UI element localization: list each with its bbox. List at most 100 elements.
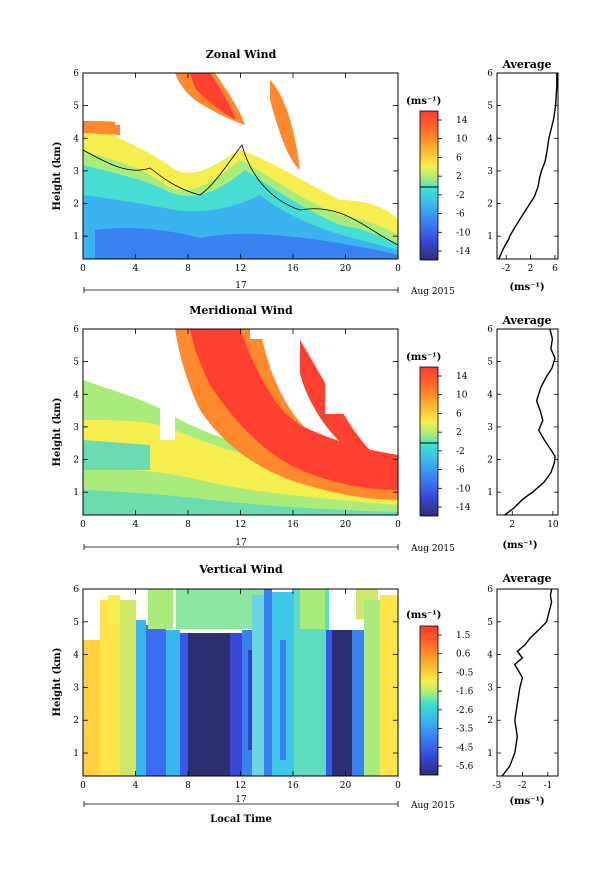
vertical-colorbar-tick-label: 1.5	[456, 631, 471, 641]
meridional-xtick-label: 16	[287, 520, 299, 530]
meridional-profile-ytick-label: 6	[487, 325, 493, 335]
vertical-colorbar-tick-label: -3.5	[456, 725, 474, 735]
zonal-xtick-label: 16	[287, 264, 299, 274]
meridional-ytick-label: 5	[73, 358, 79, 368]
zonal-profile-ytick-label: 1	[487, 232, 493, 242]
zonal-colorbar-ticks: 14 10 6 2 -2 -6 -10 -14	[438, 116, 471, 257]
vertical-colorbar-tick-label: -2.6	[456, 706, 474, 716]
zonal-ytick-label: 3	[73, 167, 79, 177]
meridional-ytick-label: 2	[73, 456, 79, 466]
zonal-xtick-label: 12	[235, 264, 246, 274]
zonal-ytick-label: 1	[73, 232, 79, 242]
vertical-profile-plot: 1 2 3 4 5 6 -3 -2 -1	[487, 585, 558, 791]
zonal-ytick-label: 6	[73, 69, 79, 79]
zonal-xtick-label: 20	[340, 264, 352, 274]
meridional-colorbar-tick-label: 2	[456, 428, 462, 438]
meridional-profile-xlabel: (ms⁻¹)	[502, 540, 537, 551]
meridional-colorbar-tick-label: 14	[456, 372, 468, 382]
zonal-profile-title: Average	[501, 58, 551, 71]
zonal-colorbar-tick-label: 10	[456, 135, 468, 145]
zonal-xtick-label: 0	[80, 264, 86, 274]
zonal-colorbar-tick-label: -6	[456, 210, 465, 220]
vertical-colorbar-tick-label: -0.5	[456, 668, 474, 678]
zonal-profile-line	[498, 73, 558, 260]
zonal-xtick-label: 0	[395, 264, 401, 274]
meridional-profile-ytick-label: 4	[487, 390, 493, 400]
meridional-xtick-label: 4	[133, 520, 139, 530]
zonal-ytick-label: 5	[73, 102, 79, 112]
vertical-ytick-label: 2	[73, 716, 79, 726]
vertical-xtick-label: 12	[235, 781, 246, 791]
meridional-colorbar-tick-label: 10	[456, 391, 468, 401]
meridional-profile-title: Average	[501, 314, 551, 327]
meridional-colorbar-tick-label: -10	[456, 484, 471, 494]
meridional-profile-ytick-label: 3	[487, 423, 493, 433]
zonal-profile-ytick-label: 5	[487, 102, 493, 112]
meridional-ytick-label: 3	[73, 423, 79, 433]
zonal-colorbar-tick-label: 2	[456, 172, 462, 182]
zonal-colorbar-tick-label: -10	[456, 228, 471, 238]
meridional-profile-xtick-label: 10	[547, 520, 559, 530]
meridional-colorbar-tick-label: -2	[456, 447, 465, 457]
meridional-profile: Average 1 2 3 4 5 6 2 10 (ms⁻¹)	[487, 314, 559, 551]
meridional-colorbar-tick-label: -6	[456, 466, 465, 476]
zonal-xtick-label: 8	[185, 264, 191, 274]
vertical-profile-xlabel: (ms⁻¹)	[509, 796, 544, 807]
zonal-colorbar-tick-label: -14	[456, 247, 471, 257]
zonal-dayline: 17 Aug 2015	[83, 281, 455, 297]
zonal-ylabel: Height (km)	[52, 142, 63, 211]
meridional-heatmap	[82, 328, 399, 516]
zonal-profile-ytick-label: 4	[487, 134, 493, 144]
vertical-ytick-label: 4	[73, 651, 79, 661]
vertical-profile-xtick-label: -2	[518, 781, 527, 791]
meridional-ylabel: Height (km)	[52, 398, 63, 467]
meridional-xtick-label: 0	[80, 520, 86, 530]
vertical-heatmap	[82, 588, 399, 777]
meridional-xtick-label: 0	[395, 520, 401, 530]
meridional-profile-line	[504, 328, 556, 516]
vertical-profile-ytick-label: 5	[487, 618, 493, 628]
vertical-profile-ytick-label: 4	[487, 651, 493, 661]
meridional-xtick-label: 12	[235, 520, 246, 530]
zonal-profile-ytick-label: 3	[487, 167, 493, 177]
zonal-colorbar-tick-label: 6	[456, 153, 462, 163]
meridional-colorbar-tick-label: -14	[456, 503, 471, 513]
vertical-colorbar-tick-label: -5.6	[456, 762, 474, 772]
vertical-xtick-label: 20	[340, 781, 352, 791]
meridional-ytick-label: 6	[73, 325, 79, 335]
zonal-colorbar: (ms⁻¹) 14 10 6 2 -2 -6 -10 -14	[406, 96, 471, 261]
vertical-profile-title: Average	[501, 572, 551, 585]
meridional-colorbar: (ms⁻¹) 14 10 6 2 -2 -6 -10 -14	[406, 352, 471, 517]
vertical-colorbar-tick-label: -4.5	[456, 743, 474, 753]
vertical-ylabel: Height (km)	[52, 648, 63, 717]
meridional-colorbar-ticks: 14 10 6 2 -2 -6 -10 -14	[438, 372, 471, 513]
zonal-ytick-label: 4	[73, 134, 79, 144]
zonal-profile-xtick-label: 2	[528, 264, 534, 274]
vertical-colorbar: (ms⁻¹) 1.5 0.6 -0.5 -1.6 -2.6 -3.5 -4.5 -5.6	[406, 610, 474, 776]
meridional-ytick-label: 1	[73, 488, 79, 498]
vertical-xtick-label: 4	[133, 781, 139, 791]
meridional-date-label: Aug 2015	[410, 544, 455, 554]
meridional-profile-ytick-label: 2	[487, 456, 493, 466]
vertical-ytick-label: 1	[73, 749, 79, 759]
meridional-xtick-label: 8	[185, 520, 191, 530]
vertical-profile-ytick-label: 3	[487, 683, 493, 693]
vertical-profile-ytick-label: 6	[487, 585, 493, 595]
vertical-xtick-label: 8	[185, 781, 191, 791]
zonal-colorbar-tick-label: -2	[456, 191, 465, 201]
vertical-profile-ytick-label: 1	[487, 749, 493, 759]
zonal-date-label: Aug 2015	[410, 287, 455, 297]
vertical-ytick-label: 6	[73, 585, 79, 595]
vertical-profile: Average 1 2 3 4 5 6 -3 -2 -1 (ms⁻¹)	[487, 572, 559, 807]
meridional-colorbar-label: (ms⁻¹)	[406, 352, 441, 363]
vertical-profile-xtick-label: -3	[493, 781, 502, 791]
zonal-profile-xlabel: (ms⁻¹)	[509, 282, 544, 293]
vertical-day-label: 17	[235, 795, 247, 805]
zonal-xtick-label: 4	[133, 264, 139, 274]
vertical-ytick-label: 3	[73, 683, 79, 693]
vertical-ytick-label: 5	[73, 618, 79, 628]
